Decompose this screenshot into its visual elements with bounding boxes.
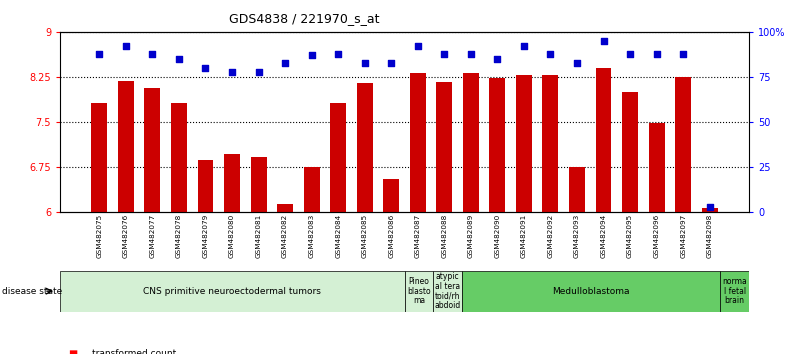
Bar	[356, 83, 372, 212]
Bar	[171, 103, 187, 212]
Point	[332, 51, 344, 56]
Bar	[330, 103, 346, 212]
Text: ■: ■	[68, 349, 78, 354]
Text: Medulloblastoma: Medulloblastoma	[553, 287, 630, 296]
Bar	[516, 75, 532, 212]
Bar	[251, 157, 267, 212]
Point	[93, 51, 106, 56]
Bar	[675, 77, 691, 212]
Point	[465, 51, 477, 56]
Point	[172, 56, 185, 62]
Point	[199, 65, 212, 71]
Bar	[542, 75, 558, 212]
Bar	[144, 88, 160, 212]
Bar	[60, 271, 405, 312]
Bar	[405, 271, 433, 312]
Point	[146, 51, 159, 56]
Bar	[224, 154, 240, 212]
Bar	[118, 81, 134, 212]
Bar	[622, 92, 638, 212]
Point	[252, 69, 265, 74]
Bar	[91, 103, 107, 212]
Point	[517, 44, 530, 49]
Text: norma
l fetal
brain: norma l fetal brain	[723, 277, 747, 306]
Point	[358, 60, 371, 65]
Text: disease state: disease state	[2, 287, 62, 296]
Point	[305, 52, 318, 58]
Point	[570, 60, 583, 65]
Point	[624, 51, 637, 56]
Point	[703, 204, 716, 210]
Bar	[277, 204, 293, 212]
Bar	[304, 167, 320, 212]
Point	[119, 44, 132, 49]
Point	[650, 51, 663, 56]
Bar	[463, 73, 479, 212]
Bar	[596, 68, 611, 212]
Bar	[433, 271, 462, 312]
Bar	[437, 82, 453, 212]
Bar	[462, 271, 720, 312]
Point	[412, 44, 425, 49]
Bar	[410, 73, 426, 212]
Point	[226, 69, 239, 74]
Text: atypic
al tera
toid/rh
abdoid: atypic al tera toid/rh abdoid	[434, 272, 461, 310]
Point	[438, 51, 451, 56]
Text: Pineo
blasto
ma: Pineo blasto ma	[407, 277, 431, 306]
Point	[544, 51, 557, 56]
Point	[384, 60, 397, 65]
Bar	[489, 78, 505, 212]
Bar	[702, 207, 718, 212]
Text: CNS primitive neuroectodermal tumors: CNS primitive neuroectodermal tumors	[143, 287, 321, 296]
Point	[597, 38, 610, 44]
Point	[677, 51, 690, 56]
Point	[279, 60, 292, 65]
Bar	[569, 167, 585, 212]
Bar	[649, 123, 665, 212]
Text: transformed count: transformed count	[92, 349, 176, 354]
Point	[491, 56, 504, 62]
Bar	[383, 179, 399, 212]
Text: GDS4838 / 221970_s_at: GDS4838 / 221970_s_at	[229, 12, 380, 25]
Bar	[198, 160, 213, 212]
Bar	[720, 271, 749, 312]
